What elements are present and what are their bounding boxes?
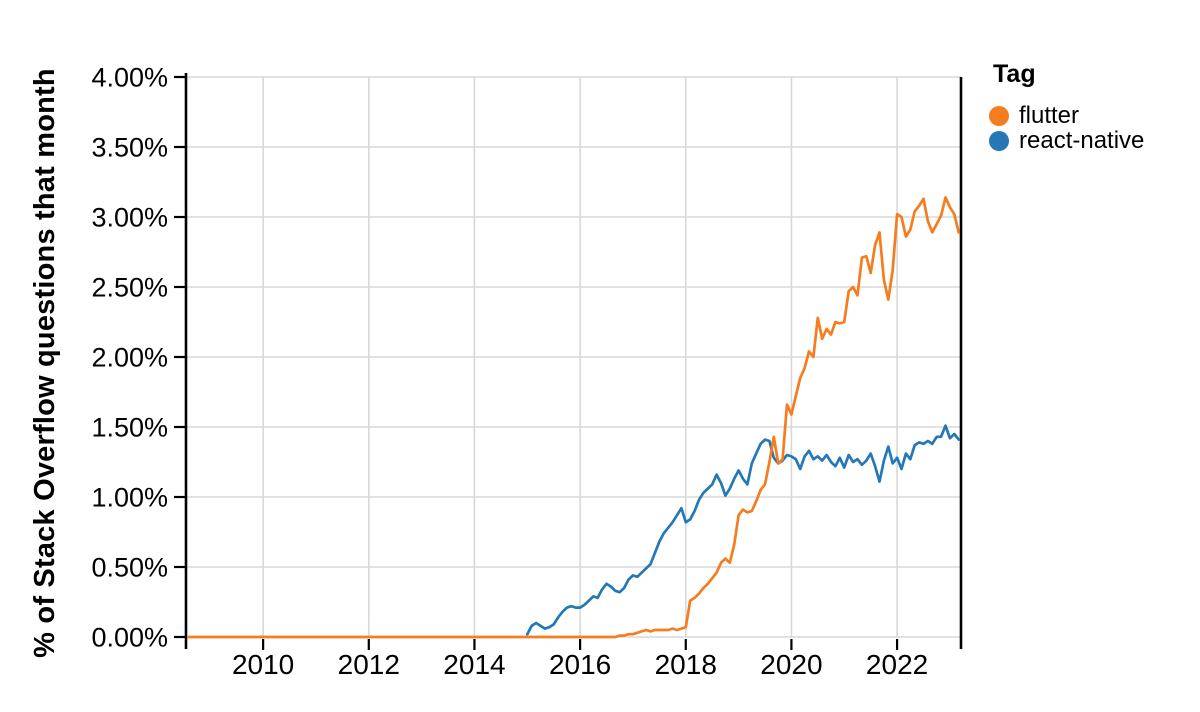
legend-item-react-native[interactable]: react-native xyxy=(989,128,1144,153)
react-native-series-line[interactable] xyxy=(525,424,961,636)
y-tick-label: 3.50% xyxy=(91,133,168,163)
legend-item-flutter[interactable]: flutter xyxy=(989,103,1144,128)
x-tick-label: 2014 xyxy=(443,649,505,680)
y-tick-label: 0.50% xyxy=(91,553,168,583)
legend-title: Tag xyxy=(993,60,1036,88)
legend: Tag flutter react-native xyxy=(989,60,1144,153)
y-tick-label: 2.00% xyxy=(91,343,168,373)
x-tick-label: 2022 xyxy=(866,649,928,680)
legend-label-flutter: flutter xyxy=(1019,102,1080,129)
y-axis-title: % of Stack Overflow questions that month xyxy=(29,68,61,658)
x-tick-label: 2010 xyxy=(232,649,294,680)
y-tick-label: 1.50% xyxy=(91,413,168,443)
flutter-series-swatch-icon xyxy=(989,105,1009,126)
x-tick-label: 2020 xyxy=(760,649,822,680)
y-tick-label: 0.00% xyxy=(91,623,168,653)
y-tick-label: 1.00% xyxy=(91,483,168,513)
x-tick-label: 2012 xyxy=(338,649,400,680)
react-native-series-swatch-icon xyxy=(989,130,1009,151)
y-tick-label: 3.00% xyxy=(91,203,168,233)
y-tick-label: 2.50% xyxy=(91,273,168,303)
x-tick-label: 2018 xyxy=(655,649,717,680)
flutter-series-line[interactable] xyxy=(186,196,961,639)
legend-label-react-native: react-native xyxy=(1019,127,1145,154)
y-tick-label: 4.00% xyxy=(91,63,168,93)
x-tick-label: 2016 xyxy=(549,649,611,680)
